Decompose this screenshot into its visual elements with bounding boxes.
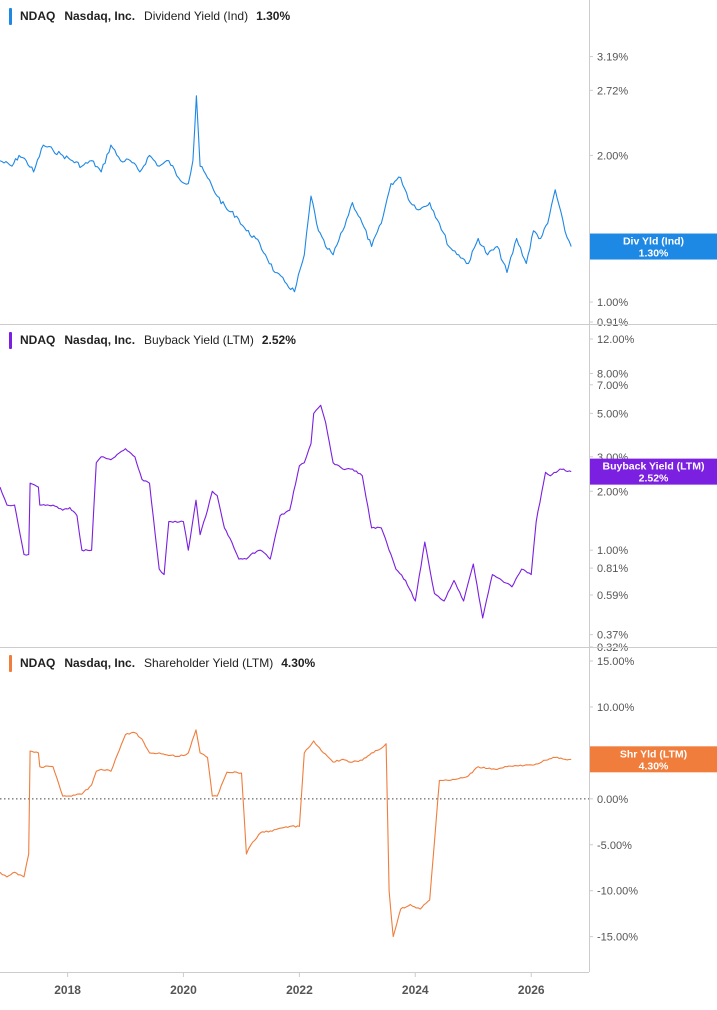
end-value-badge bbox=[590, 233, 717, 260]
y-tick-label: 10.00% bbox=[597, 702, 635, 714]
y-tick-label: 1.00% bbox=[597, 545, 628, 557]
y-tick-label: 0.59% bbox=[597, 590, 628, 602]
title-value: 4.30% bbox=[281, 656, 315, 670]
x-tick-label: 2018 bbox=[54, 983, 81, 997]
end-value-badge bbox=[590, 458, 717, 485]
y-tick-label: 8.00% bbox=[597, 368, 628, 380]
y-tick-label: -10.00% bbox=[597, 886, 638, 898]
y-tick-label: 5.00% bbox=[597, 408, 628, 420]
y-tick-label: 2.00% bbox=[597, 486, 628, 498]
y-tick-label: 12.00% bbox=[597, 334, 635, 346]
x-tick-label: 2022 bbox=[286, 983, 313, 997]
series-color-marker bbox=[9, 655, 12, 672]
series-color-marker bbox=[9, 8, 12, 25]
series-line-2 bbox=[0, 404, 572, 619]
y-tick-label: 2.00% bbox=[597, 150, 628, 162]
end-badge-label: Div Yld (Ind) bbox=[623, 236, 684, 248]
y-tick-label: 1.00% bbox=[597, 297, 628, 309]
end-badge-value: 2.52% bbox=[639, 473, 669, 485]
x-tick-label: 2020 bbox=[170, 983, 197, 997]
title-value: 1.30% bbox=[256, 9, 290, 23]
y-tick-label: 3.19% bbox=[597, 52, 628, 64]
y-tick-label: -5.00% bbox=[597, 840, 632, 852]
series-line-1 bbox=[0, 95, 572, 293]
title-ticker: NDAQ bbox=[20, 333, 55, 347]
y-tick-label: 0.00% bbox=[597, 794, 628, 806]
end-value-badge bbox=[590, 746, 717, 773]
title-value: 2.52% bbox=[262, 333, 296, 347]
title-ticker: NDAQ bbox=[20, 9, 55, 23]
title-company: Nasdaq, Inc. bbox=[64, 656, 135, 670]
y-tick-label: 15.00% bbox=[597, 656, 635, 668]
end-badge-label: Shr Yld (LTM) bbox=[620, 748, 687, 760]
y-tick-label: 2.72% bbox=[597, 85, 628, 97]
title-metric: Dividend Yield (Ind) bbox=[144, 9, 248, 23]
y-tick-label: -15.00% bbox=[597, 932, 638, 944]
y-tick-label: 0.91% bbox=[597, 317, 628, 329]
title-ticker: NDAQ bbox=[20, 656, 55, 670]
series-color-marker bbox=[9, 332, 12, 349]
title-company: Nasdaq, Inc. bbox=[64, 9, 135, 23]
x-tick-label: 2024 bbox=[402, 983, 429, 997]
x-tick-label: 2026 bbox=[518, 983, 545, 997]
title-metric: Shareholder Yield (LTM) bbox=[144, 656, 273, 670]
title-company: Nasdaq, Inc. bbox=[64, 333, 135, 347]
y-tick-label: 0.37% bbox=[597, 630, 628, 642]
end-badge-label: Buyback Yield (LTM) bbox=[603, 461, 705, 473]
y-tick-label: 7.00% bbox=[597, 380, 628, 392]
end-badge-value: 1.30% bbox=[639, 248, 669, 260]
end-badge-value: 4.30% bbox=[639, 760, 669, 772]
y-tick-label: 0.81% bbox=[597, 563, 628, 575]
title-metric: Buyback Yield (LTM) bbox=[144, 333, 254, 347]
series-line-3 bbox=[0, 729, 572, 938]
